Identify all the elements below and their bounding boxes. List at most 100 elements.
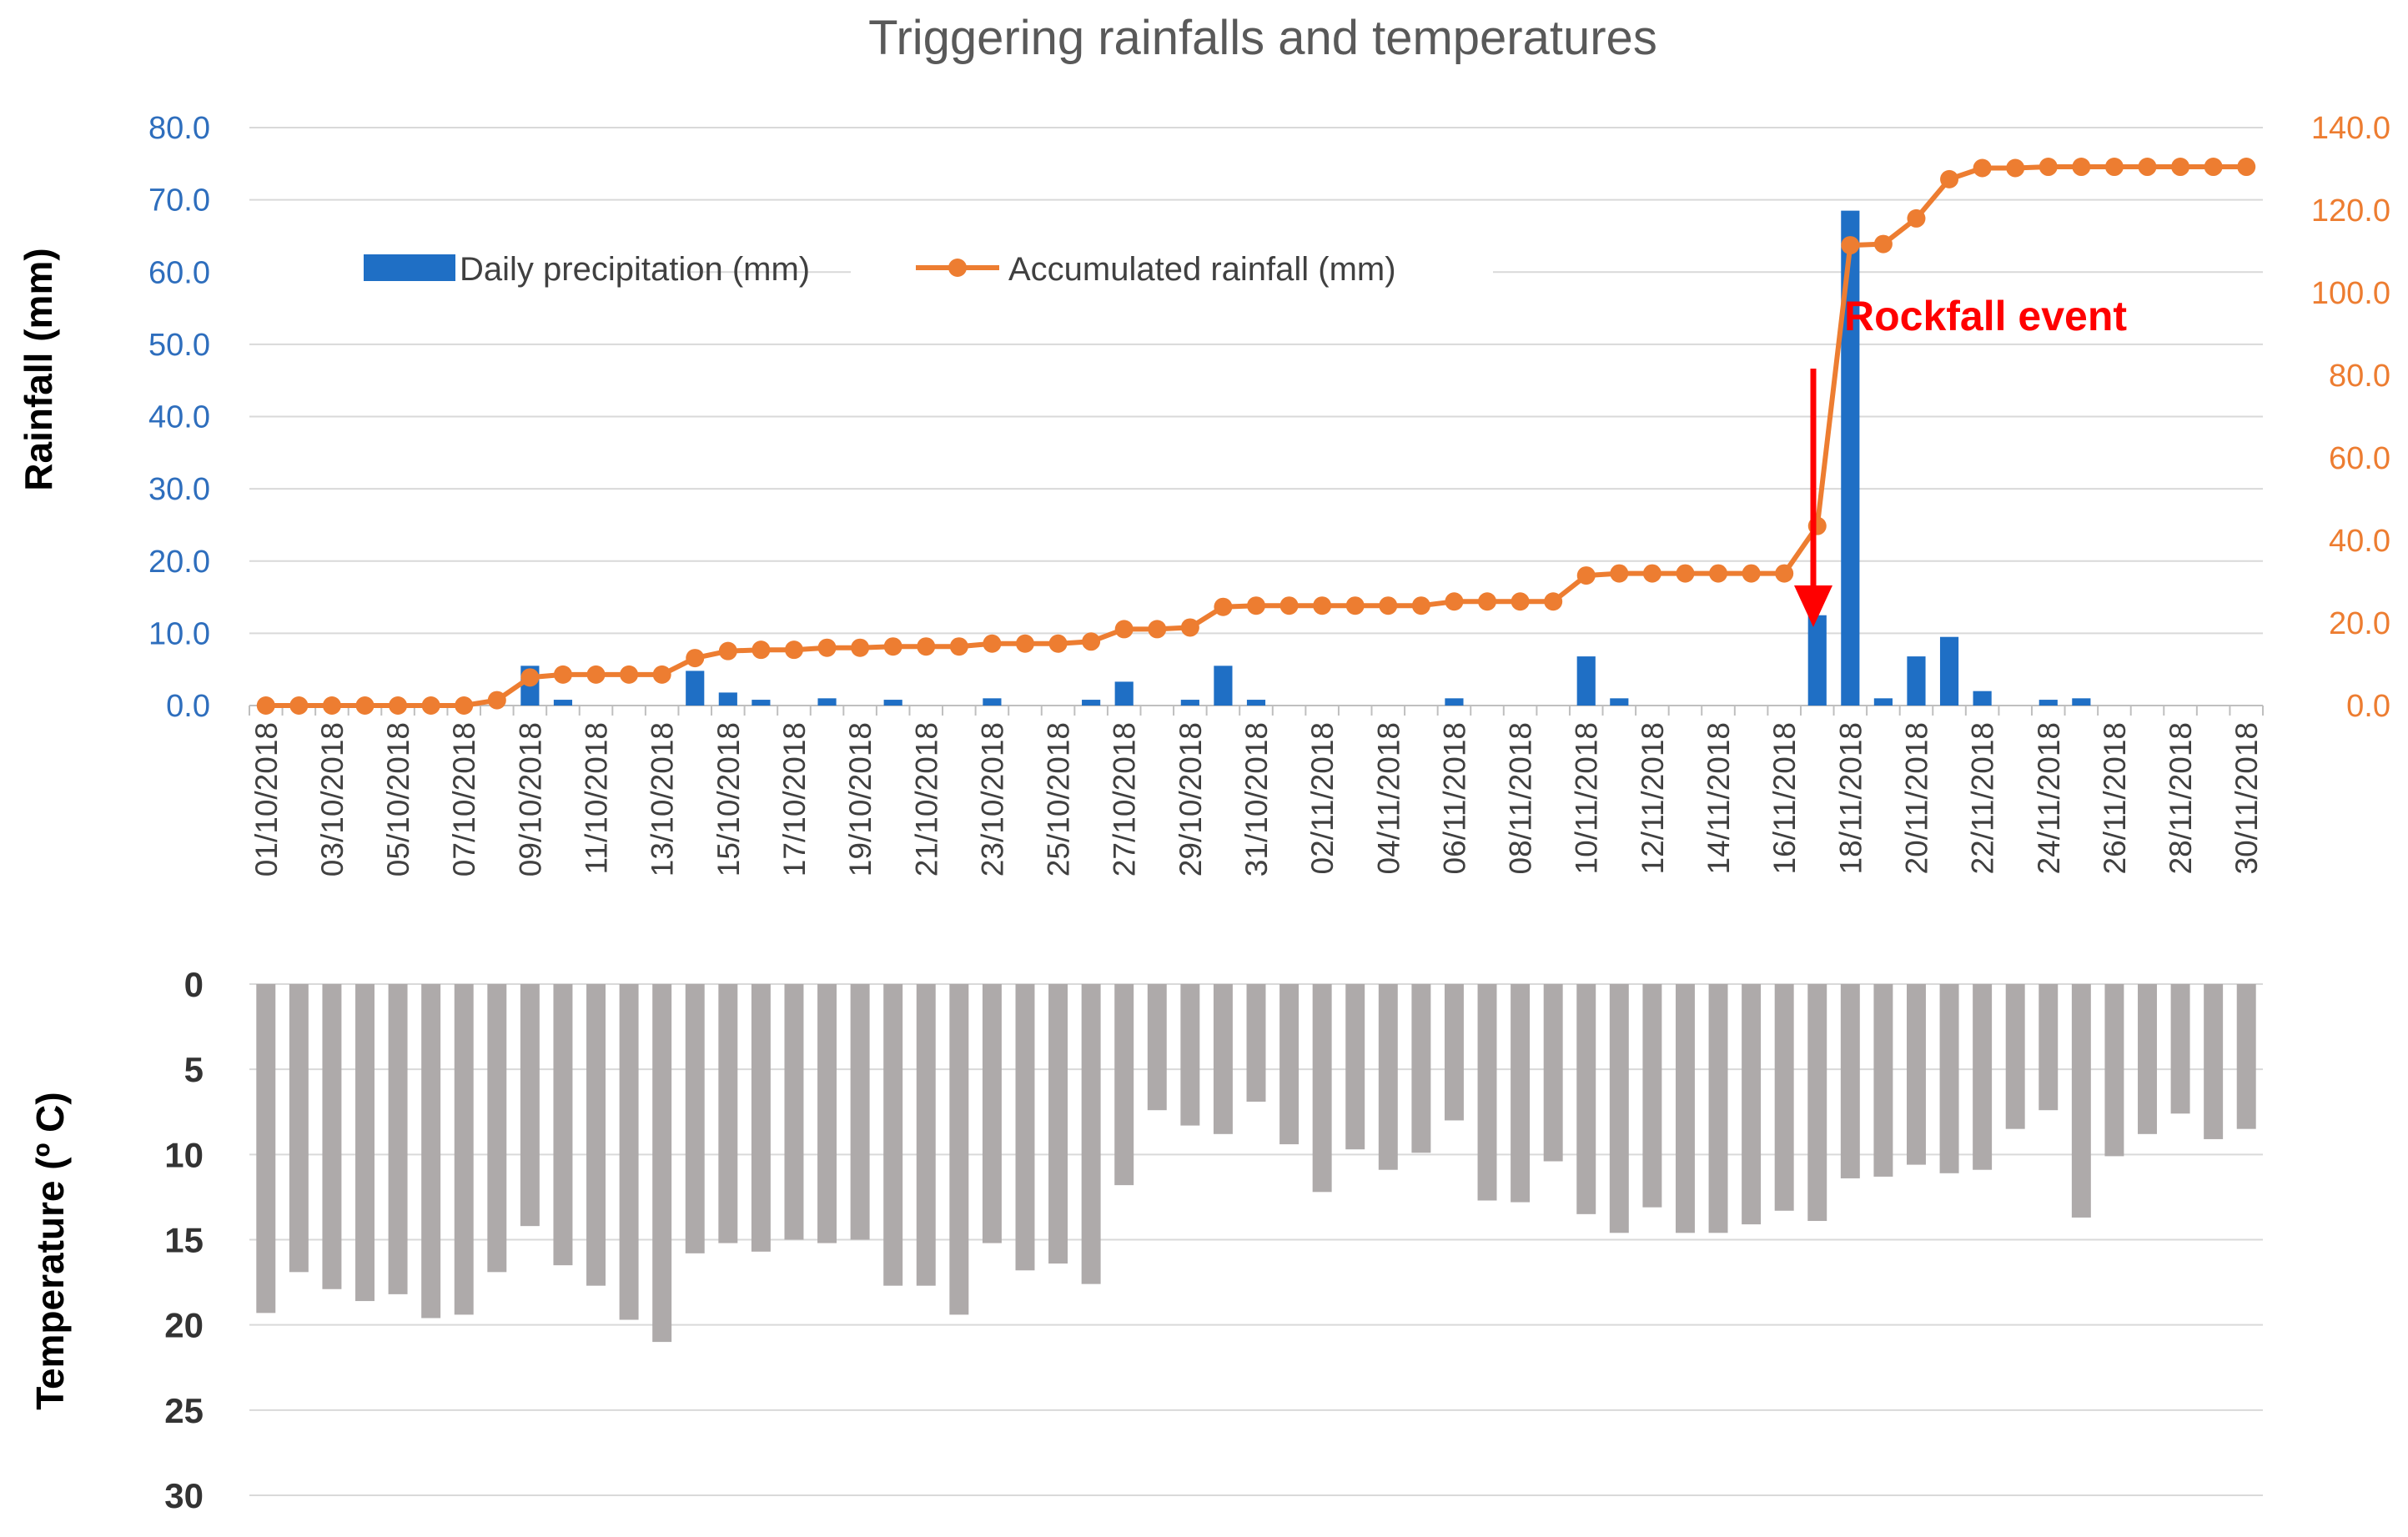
date-tick-label: 16/11/2018 — [1767, 722, 1802, 874]
temperature-tick-label: 20 — [164, 1306, 204, 1345]
accumulated-rainfall-point — [652, 665, 671, 684]
daily-precipitation-bar — [1214, 666, 1233, 706]
accumulated-rainfall-point — [917, 637, 936, 656]
temperature-bar — [289, 984, 309, 1273]
daily-precipitation-bar — [2039, 700, 2058, 706]
temperature-bar — [1279, 984, 1300, 1145]
date-tick-label: 03/10/2018 — [315, 722, 349, 876]
accumulated-rainfall-point — [983, 634, 1002, 653]
date-tick-label: 23/10/2018 — [975, 722, 1009, 876]
daily-precipitation-bar — [718, 692, 737, 706]
rainfall-left-tick-label: 70.0 — [148, 183, 210, 218]
date-tick-label: 30/11/2018 — [2230, 722, 2264, 874]
legend-background — [240, 257, 691, 299]
rainfall-right-tick-label: 40.0 — [2329, 524, 2390, 559]
temperature-bar — [1511, 984, 1531, 1203]
accumulated-rainfall-point — [1445, 592, 1464, 611]
temperature-bar — [1708, 984, 1728, 1233]
temperature-bar — [1147, 984, 1167, 1111]
temperature-tick-label: 10 — [164, 1135, 204, 1174]
date-tick-label: 08/11/2018 — [1504, 722, 1538, 874]
rockfall-arrow-head — [1794, 585, 1832, 627]
accumulated-rainfall-point — [2039, 158, 2058, 177]
accumulated-rainfall-point — [389, 696, 408, 715]
rainfall-left-tick-label: 40.0 — [148, 400, 210, 435]
temperature-bar — [1873, 984, 1893, 1177]
date-tick-label: 09/10/2018 — [513, 722, 547, 876]
temperature-series — [256, 984, 2256, 1343]
rainfall-right-tick-label: 60.0 — [2329, 441, 2390, 476]
temperature-bar — [388, 984, 408, 1294]
daily-precipitation-bar — [1082, 700, 1101, 706]
accumulated-rainfall-point — [1907, 208, 1926, 228]
temperature-bar — [2138, 984, 2157, 1134]
rainfall-right-tick-label: 120.0 — [2311, 193, 2390, 229]
temperature-bar — [1081, 984, 1101, 1284]
accumulated-rainfall-point — [1642, 564, 1661, 583]
temperature-tick-label: 25 — [164, 1391, 204, 1430]
date-tick-label: 04/11/2018 — [1371, 722, 1405, 874]
rainfall-right-tick-label: 140.0 — [2311, 111, 2390, 146]
temperature-bar — [2204, 984, 2224, 1139]
rainfall-gridlines — [249, 127, 2263, 706]
accumulated-rainfall-point — [421, 696, 440, 715]
accumulated-rainfall-point — [752, 640, 771, 660]
accumulated-rainfall-point — [455, 696, 474, 715]
rainfall-left-tick-label: 80.0 — [148, 111, 210, 146]
date-tick-label: 21/10/2018 — [909, 722, 943, 876]
accumulated-rainfall-point — [256, 696, 275, 715]
rainfall-left-tick-label: 30.0 — [148, 472, 210, 507]
temperature-bar — [784, 984, 804, 1240]
accumulated-rainfall-point — [686, 649, 705, 668]
accumulated-rainfall-point — [2171, 158, 2190, 177]
accumulated-rainfall-point — [487, 691, 506, 710]
temperature-tick-label: 0 — [184, 965, 204, 1004]
accumulated-rainfall-point — [1841, 236, 1860, 255]
date-tick-label: 14/11/2018 — [1702, 722, 1736, 874]
legend: Daily precipitation (mm) Accumulated rai… — [240, 251, 1493, 299]
temperature-bar — [2104, 984, 2124, 1157]
accumulated-rainfall-point — [2006, 158, 2025, 178]
date-tick-label: 26/11/2018 — [2098, 722, 2132, 874]
rainfall-left-tick-label: 50.0 — [148, 328, 210, 363]
temperature-bar — [2170, 984, 2190, 1114]
temperature-bar — [1015, 984, 1035, 1271]
accumulated-rainfall-point — [1709, 564, 1728, 583]
temperature-axis-ticks: 0 5 10 15 20 25 30 — [164, 965, 204, 1515]
temperature-bar — [256, 984, 276, 1313]
date-tick-label: 27/10/2018 — [1108, 722, 1142, 876]
date-tick-label: 19/10/2018 — [843, 722, 877, 876]
temperature-bar — [1345, 984, 1365, 1150]
date-tick-label: 10/11/2018 — [1570, 722, 1604, 874]
daily-precipitation-bar — [883, 700, 902, 706]
date-tick-label: 17/10/2018 — [777, 722, 812, 876]
accumulated-rainfall-point — [2138, 158, 2157, 177]
temperature-bar — [1576, 984, 1596, 1214]
legend-swatch-daily-precipitation — [364, 254, 455, 281]
temperature-bar — [1807, 984, 1827, 1222]
temperature-bar — [1906, 984, 1926, 1165]
date-tick-label: 20/11/2018 — [1899, 722, 1933, 874]
temperature-bar — [916, 984, 936, 1286]
accumulated-rainfall-point — [1345, 596, 1365, 615]
temperature-bar — [817, 984, 837, 1243]
temperature-bar — [1939, 984, 1959, 1173]
chart-title: Triggering rainfalls and temperatures — [868, 11, 1657, 65]
accumulated-rainfall-point — [1015, 634, 1034, 653]
accumulated-rainfall-point — [2237, 158, 2256, 177]
accumulated-rainfall-point — [1082, 632, 1101, 651]
rainfall-left-tick-label: 60.0 — [148, 255, 210, 290]
date-tick-label: 02/11/2018 — [1305, 722, 1340, 874]
temperature-bar — [619, 984, 639, 1320]
rainfall-left-axis-ticks: 0.0 10.0 20.0 30.0 40.0 50.0 60.0 70.0 80.0 — [148, 111, 210, 724]
temperature-bar — [1411, 984, 1431, 1153]
accumulated-rainfall-point — [1313, 596, 1332, 615]
temperature-bar — [850, 984, 870, 1240]
accumulated-rainfall-point — [2072, 158, 2091, 177]
accumulated-rainfall-point — [718, 641, 737, 661]
daily-precipitation-bar — [2072, 698, 2091, 706]
temperature-tick-label: 30 — [164, 1476, 204, 1515]
daily-precipitation-bar — [1873, 698, 1893, 706]
temperature-bar — [1444, 984, 1464, 1121]
